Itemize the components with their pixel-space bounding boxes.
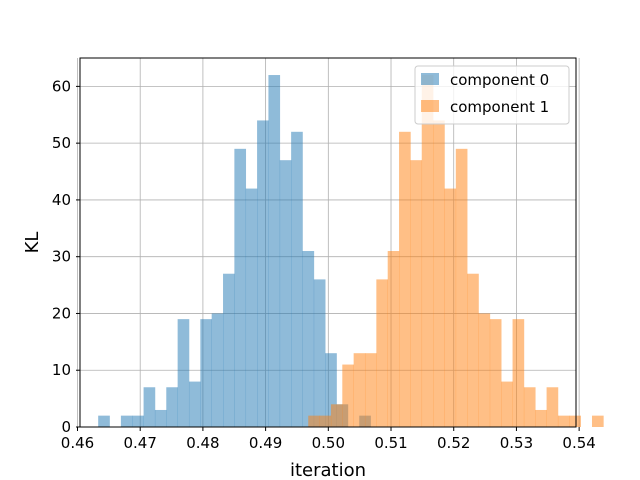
- histogram-bar-component-1: [512, 319, 525, 427]
- x-tick-label: 0.51: [374, 434, 407, 452]
- histogram-bar-component-1: [410, 160, 423, 427]
- legend-swatch-component-0: [421, 73, 439, 85]
- histogram-bar-component-1: [546, 387, 559, 427]
- x-tick-label: 0.47: [123, 434, 156, 452]
- histogram-bar-component-0: [166, 387, 178, 427]
- histogram-bar-component-1: [535, 409, 547, 427]
- histogram-bar-component-0: [291, 131, 303, 428]
- histogram-bar-component-1: [523, 387, 536, 427]
- y-tick-label: 10: [52, 361, 71, 379]
- histogram-bar-component-1: [353, 353, 366, 427]
- legend-box: [414, 65, 570, 125]
- x-tick-label: 0.46: [61, 434, 94, 452]
- histogram-bar-component-0: [154, 409, 167, 427]
- x-axis-label: iteration: [290, 460, 366, 480]
- histogram-bar-component-1: [444, 188, 457, 427]
- x-tick-label: 0.53: [500, 434, 533, 452]
- histogram-bar-component-0: [234, 148, 247, 428]
- y-tick-label: 60: [52, 77, 71, 95]
- histogram-bar-component-0: [257, 120, 269, 427]
- histogram-bar-component-0: [313, 279, 326, 427]
- x-tick-label: 0.48: [186, 434, 219, 452]
- y-tick-label: 30: [52, 248, 71, 266]
- histogram-bar-component-1: [387, 251, 400, 427]
- x-tick-label: 0.52: [437, 434, 470, 452]
- histogram-bar-component-0: [302, 251, 315, 427]
- histogram-bar-component-1: [569, 415, 581, 427]
- histogram-bar-component-1: [364, 353, 377, 427]
- histogram-bar-component-0: [98, 415, 110, 427]
- histogram-bar-component-0: [223, 273, 235, 427]
- y-tick-label: 0: [61, 418, 71, 436]
- histogram-bar-component-0: [132, 415, 144, 427]
- histogram-bar-component-0: [325, 353, 337, 427]
- histogram-bar-component-0: [279, 160, 292, 427]
- histogram-bar-component-1: [330, 404, 343, 427]
- histogram-bar-component-0: [268, 75, 281, 428]
- y-tick-label: 40: [52, 191, 71, 209]
- legend: component 0 component 1: [414, 65, 570, 125]
- grid: [77, 58, 580, 428]
- x-tick-label: 0.54: [562, 434, 595, 452]
- y-axis-label: KL: [22, 232, 43, 254]
- histogram-bar-component-1: [489, 319, 502, 427]
- bars: [98, 75, 604, 428]
- histogram-bar-component-1: [455, 148, 468, 428]
- histogram-bar-component-0: [245, 188, 258, 427]
- histogram-bar-component-0: [177, 319, 190, 427]
- histogram-bar-component-0: [188, 381, 201, 427]
- histogram-bar-component-1: [376, 279, 388, 427]
- x-tick-label: 0.50: [312, 434, 345, 452]
- x-tick-label: 0.49: [249, 434, 282, 452]
- histogram-bar-component-0: [120, 415, 133, 427]
- histogram-bar-component-0: [211, 313, 224, 427]
- histogram-bar-component-1: [467, 273, 479, 427]
- legend-label-component-1: component 1: [450, 98, 549, 116]
- histogram-bar-component-1: [319, 415, 332, 427]
- histogram-bar-component-0: [143, 387, 156, 427]
- histogram-bar-component-1: [433, 120, 445, 427]
- histogram-bar-component-1: [399, 131, 411, 428]
- histogram-bar-component-0: [200, 319, 212, 427]
- histogram-bar-component-1: [421, 75, 434, 428]
- histogram-bar-component-1: [501, 381, 513, 427]
- legend-swatch-component-1: [421, 100, 439, 112]
- histogram-bar-component-1: [478, 313, 491, 427]
- histogram-bar-component-1: [591, 415, 604, 427]
- histogram-bar-component-1: [557, 415, 570, 427]
- legend-label-component-0: component 0: [450, 71, 549, 89]
- y-tick-label: 20: [52, 304, 71, 322]
- ticks: 0.46 0.47 0.48 0.49 0.50 0.51 0.52 0.53 0.54 0 10 2…: [52, 77, 596, 452]
- histogram-bar-component-1: [308, 415, 320, 427]
- y-tick-label: 50: [52, 134, 71, 152]
- histogram-bar-component-1: [342, 364, 354, 427]
